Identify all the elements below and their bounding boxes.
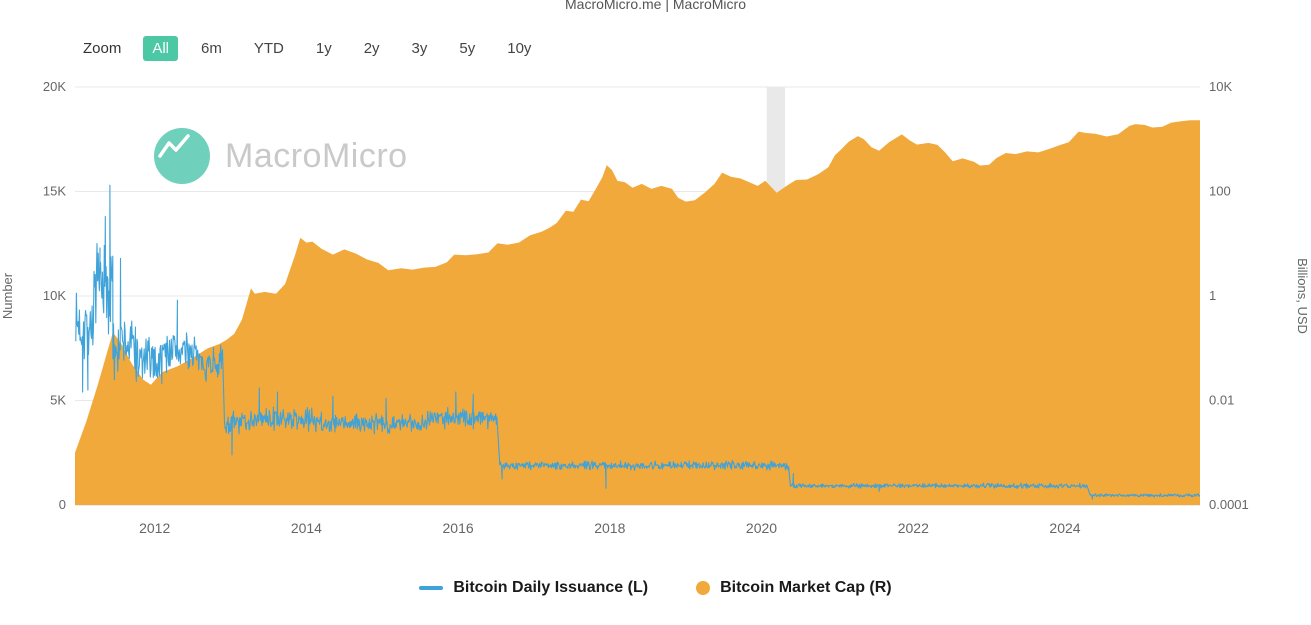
svg-text:0.01: 0.01 bbox=[1209, 393, 1234, 408]
legend-label: Bitcoin Daily Issuance (L) bbox=[453, 579, 649, 596]
legend: Bitcoin Daily Issuance (L) Bitcoin Market… bbox=[0, 579, 1311, 597]
zoom-button-5y[interactable]: 5y bbox=[450, 36, 484, 61]
marketcap-area bbox=[75, 120, 1200, 505]
legend-label: Bitcoin Market Cap (R) bbox=[720, 579, 892, 596]
zoom-button-ytd[interactable]: YTD bbox=[245, 36, 293, 61]
svg-text:1: 1 bbox=[1209, 288, 1216, 303]
line-marker-icon bbox=[419, 586, 444, 590]
svg-text:10K: 10K bbox=[43, 288, 66, 303]
chart-title: MacroMicro.me | MacroMicro bbox=[565, 0, 746, 12]
svg-text:2016: 2016 bbox=[443, 520, 474, 536]
legend-item-market-cap[interactable]: Bitcoin Market Cap (R) bbox=[696, 579, 892, 597]
zoom-label: Zoom bbox=[83, 40, 122, 57]
legend-item-daily-issuance[interactable]: Bitcoin Daily Issuance (L) bbox=[419, 579, 648, 597]
svg-text:15K: 15K bbox=[43, 184, 66, 199]
svg-text:0: 0 bbox=[59, 497, 66, 512]
svg-text:10K: 10K bbox=[1209, 79, 1232, 94]
svg-text:2020: 2020 bbox=[746, 520, 777, 536]
svg-text:0.0001: 0.0001 bbox=[1209, 497, 1249, 512]
zoom-button-10y[interactable]: 10y bbox=[498, 36, 540, 61]
svg-text:5K: 5K bbox=[50, 393, 66, 408]
svg-text:2018: 2018 bbox=[594, 520, 625, 536]
zoom-button-1y[interactable]: 1y bbox=[307, 36, 341, 61]
svg-text:2024: 2024 bbox=[1049, 520, 1080, 536]
zoom-button-all[interactable]: All bbox=[143, 36, 179, 61]
svg-text:2012: 2012 bbox=[139, 520, 170, 536]
circle-marker-icon bbox=[696, 581, 711, 595]
issuance-line bbox=[75, 184, 1201, 500]
svg-text:20K: 20K bbox=[43, 79, 66, 94]
svg-text:100: 100 bbox=[1209, 184, 1231, 199]
svg-text:Billions, USD: Billions, USD bbox=[1295, 258, 1310, 334]
svg-text:2022: 2022 bbox=[898, 520, 929, 536]
zoom-button-3y[interactable]: 3y bbox=[403, 36, 437, 61]
zoom-button-6m[interactable]: 6m bbox=[192, 36, 231, 61]
svg-text:Number: Number bbox=[0, 272, 15, 319]
zoom-toolbar: Zoom All 6m YTD 1y 2y 3y 5y 10y bbox=[83, 36, 540, 61]
zoom-buttons: All 6m YTD 1y 2y 3y 5y 10y bbox=[143, 36, 540, 61]
svg-text:2014: 2014 bbox=[291, 520, 322, 536]
zoom-button-2y[interactable]: 2y bbox=[355, 36, 389, 61]
